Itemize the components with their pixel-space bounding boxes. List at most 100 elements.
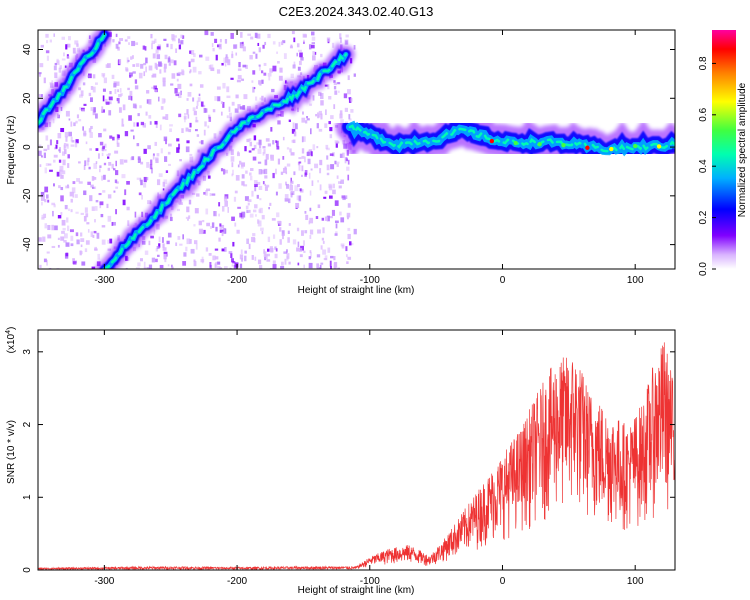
noise-speck bbox=[69, 191, 73, 197]
noise-speck bbox=[223, 57, 228, 64]
noise-speck bbox=[251, 80, 254, 83]
noise-speck bbox=[151, 86, 154, 89]
noise-speck bbox=[256, 33, 261, 39]
noise-speck bbox=[101, 239, 106, 245]
noise-speck bbox=[249, 141, 253, 147]
noise-speck bbox=[67, 225, 70, 231]
noise-speck bbox=[249, 213, 254, 218]
noise-speck bbox=[222, 101, 225, 108]
noise-speck bbox=[150, 235, 154, 239]
noise-speck bbox=[333, 80, 336, 83]
noise-speck bbox=[224, 246, 227, 252]
noise-speck bbox=[163, 136, 168, 142]
noise-speck bbox=[107, 239, 110, 244]
noise-speck bbox=[145, 111, 148, 116]
noise-speck bbox=[304, 170, 308, 176]
noise-speck bbox=[40, 94, 43, 98]
noise-speck bbox=[274, 246, 277, 250]
noise-speck bbox=[74, 194, 78, 198]
noise-speck bbox=[181, 69, 184, 76]
noise-speck bbox=[175, 48, 178, 53]
noise-speck bbox=[108, 110, 112, 116]
noise-speck bbox=[259, 81, 262, 86]
noise-speck bbox=[240, 249, 243, 254]
noise-speck bbox=[185, 246, 188, 252]
noise-speck bbox=[324, 255, 328, 261]
noise-speck bbox=[275, 168, 277, 175]
noise-speck bbox=[290, 73, 294, 79]
noise-speck bbox=[107, 215, 112, 222]
noise-speck bbox=[300, 174, 303, 177]
noise-speck bbox=[196, 134, 200, 137]
noise-speck bbox=[317, 229, 321, 234]
noise-speck bbox=[138, 192, 142, 196]
noise-speck bbox=[257, 259, 262, 265]
noise-speck bbox=[167, 232, 172, 238]
noise-speck bbox=[286, 253, 290, 259]
noise-speck bbox=[53, 65, 57, 71]
noise-speck bbox=[263, 72, 267, 76]
noise-speck bbox=[167, 57, 171, 63]
spectrogram-heatmap bbox=[38, 30, 675, 269]
x-tick-label: -200 bbox=[227, 576, 247, 587]
noise-speck bbox=[79, 250, 82, 256]
noise-speck bbox=[336, 163, 339, 167]
snr-frame bbox=[37, 329, 676, 571]
noise-speck bbox=[153, 229, 156, 235]
noise-speck bbox=[271, 88, 275, 93]
noise-speck bbox=[156, 153, 160, 157]
noise-speck bbox=[44, 186, 49, 193]
noise-speck bbox=[57, 237, 60, 241]
noise-speck bbox=[92, 74, 96, 79]
ridge-hotspot bbox=[656, 144, 662, 149]
noise-speck bbox=[151, 40, 156, 45]
noise-speck bbox=[112, 40, 115, 43]
noise-speck bbox=[158, 61, 162, 67]
noise-speck bbox=[335, 161, 340, 164]
noise-speck bbox=[223, 196, 228, 202]
noise-speck bbox=[257, 220, 262, 227]
noise-speck bbox=[246, 138, 250, 143]
noise-speck bbox=[130, 129, 134, 132]
noise-speck bbox=[330, 115, 334, 120]
noise-speck bbox=[340, 37, 342, 43]
noise-speck bbox=[344, 107, 348, 112]
noise-speck bbox=[52, 210, 54, 217]
noise-speck bbox=[349, 242, 354, 246]
noise-speck bbox=[312, 144, 316, 151]
noise-speck bbox=[329, 134, 333, 139]
noise-speck bbox=[252, 156, 257, 161]
noise-speck bbox=[231, 53, 234, 59]
noise-speck bbox=[49, 139, 52, 146]
noise-speck bbox=[207, 175, 211, 179]
noise-speck bbox=[335, 141, 340, 144]
noise-speck bbox=[299, 247, 303, 252]
noise-speck bbox=[49, 81, 53, 85]
noise-speck bbox=[40, 195, 45, 201]
noise-speck bbox=[308, 256, 311, 260]
noise-speck bbox=[182, 234, 185, 240]
noise-speck bbox=[297, 66, 301, 71]
noise-speck bbox=[319, 184, 322, 191]
noise-speck bbox=[280, 265, 285, 269]
noise-speck bbox=[284, 194, 289, 200]
noise-speck bbox=[279, 239, 282, 245]
noise-speck bbox=[282, 136, 285, 141]
noise-speck bbox=[202, 175, 207, 181]
noise-speck bbox=[148, 115, 152, 119]
noise-speck bbox=[220, 111, 223, 116]
noise-speck bbox=[44, 167, 47, 174]
noise-speck bbox=[338, 185, 342, 189]
noise-speck bbox=[85, 213, 89, 218]
noise-speck bbox=[115, 186, 119, 189]
noise-speck bbox=[49, 39, 52, 43]
noise-speck bbox=[81, 261, 86, 266]
noise-speck bbox=[304, 156, 306, 163]
noise-speck bbox=[66, 144, 69, 149]
noise-speck bbox=[166, 43, 169, 48]
noise-speck bbox=[334, 160, 337, 165]
noise-speck bbox=[70, 198, 73, 203]
noise-speck bbox=[90, 231, 93, 237]
noise-speck bbox=[107, 179, 110, 183]
